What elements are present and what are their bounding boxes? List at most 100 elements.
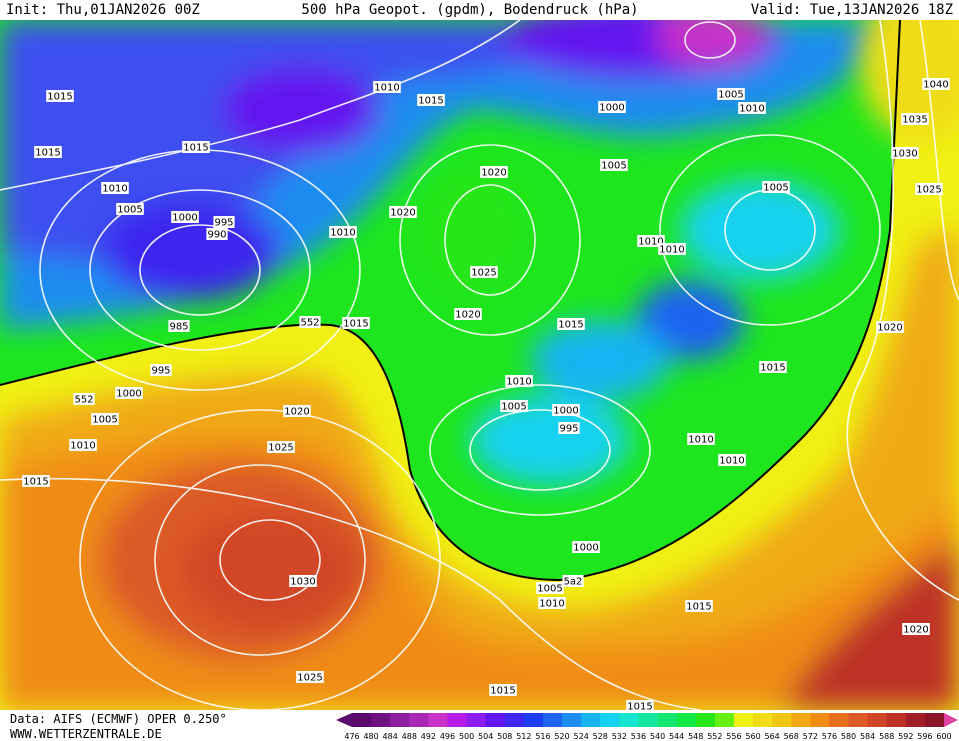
isobar-label: 1015 <box>558 320 583 331</box>
colorbar-swatch <box>371 713 391 727</box>
isobar-label: 1025 <box>297 673 322 684</box>
isobar-label-box <box>289 575 317 587</box>
colorbar-label: 500 <box>459 732 474 741</box>
colorbar-swatch <box>810 713 830 727</box>
colorbar-swatch <box>676 713 697 727</box>
colorbar-label: 504 <box>478 732 493 741</box>
isobar-label-box <box>206 228 228 240</box>
isobar-label-box <box>101 182 129 194</box>
isobar-label: 1020 <box>903 625 928 636</box>
colorbar-swatch <box>695 713 716 727</box>
isobar-label-box <box>538 597 566 609</box>
isobar-label: 1000 <box>599 103 624 114</box>
isobar-label-box <box>762 181 790 193</box>
isobar-label: 1020 <box>455 310 480 321</box>
isobar-label-box <box>171 211 199 223</box>
isobar-labels: 1015 1015 1010 1015 1000 1005 1010 1040 1035 1030… <box>22 78 950 713</box>
colorbar-swatch <box>924 713 945 727</box>
colorbar-swatch <box>829 713 850 727</box>
isobar-label: 1000 <box>116 389 141 400</box>
colorbar-swatch <box>352 713 372 727</box>
isobar-label: 1005 <box>601 161 626 172</box>
isobar-label-box <box>73 393 95 405</box>
isobar-label: 1020 <box>284 407 309 418</box>
isobar-label: 1015 <box>183 143 208 154</box>
isobar-label-box <box>598 101 626 113</box>
isobar-label-box <box>876 321 904 333</box>
isobar-label-box <box>600 159 628 171</box>
isobar-label: 1010 <box>539 599 564 610</box>
isobar-label: 1010 <box>70 441 95 452</box>
field <box>0 20 959 710</box>
isobar-label: 1000 <box>553 406 578 417</box>
isobar-label-box <box>182 141 210 153</box>
colorbar-label: 600 <box>936 732 951 741</box>
colorbar-swatch <box>886 713 907 727</box>
isobar-label-box <box>454 308 482 320</box>
colorbar-swatch <box>791 713 811 727</box>
colorbar-label: 584 <box>860 732 875 741</box>
isobar-label-box <box>417 94 445 106</box>
isobar-label-box <box>557 318 585 330</box>
isobar-label-box <box>150 364 172 376</box>
isobar-label-box <box>687 433 715 445</box>
colorbar-swatch <box>562 713 582 727</box>
isobar-label: 1025 <box>471 268 496 279</box>
colorbar-label: 572 <box>803 732 818 741</box>
colorbar-label: 492 <box>421 732 436 741</box>
isobar-label-box <box>116 203 144 215</box>
isobar-label: 1025 <box>268 443 293 454</box>
isobar-label: 552 <box>74 395 93 406</box>
isobar-label-box <box>902 623 930 635</box>
colorbar-label: 528 <box>593 732 608 741</box>
isobar-label-box <box>480 166 508 178</box>
isobar-label-box <box>572 541 600 553</box>
isobar-label: 1015 <box>35 148 60 159</box>
isobar-label: 1015 <box>686 602 711 613</box>
colorbar-label: 568 <box>784 732 799 741</box>
isobar-label: 1035 <box>902 115 927 126</box>
colorbar-label: 532 <box>612 732 627 741</box>
isobar-label-box <box>69 439 97 451</box>
isobar-label: 1015 <box>760 363 785 374</box>
colorbar-label: 512 <box>516 732 531 741</box>
colorbar-label: 564 <box>764 732 779 741</box>
colorbar-label: 520 <box>554 732 569 741</box>
colorbar-swatch <box>428 713 448 727</box>
colorbar-label: 536 <box>631 732 646 741</box>
isobar-label: 1010 <box>102 184 127 195</box>
isobar-label-box <box>373 81 401 93</box>
isobar-label: 1030 <box>892 149 917 160</box>
colorbar-swatch <box>619 713 639 727</box>
isobar-label: 1010 <box>688 435 713 446</box>
isobar-label: 1005 <box>537 584 562 595</box>
colorbar-arrow-right <box>944 713 958 727</box>
isobar-label: 1005 <box>501 402 526 413</box>
colorbar-label: 548 <box>688 732 703 741</box>
isobar-label-box <box>470 266 498 278</box>
colorbar-swatch <box>905 713 926 727</box>
data-source: Data: AIFS (ECMWF) OPER 0.250° <box>10 712 227 726</box>
header-bar <box>0 0 959 20</box>
isobar-label-box <box>283 405 311 417</box>
isobar-label-box <box>213 216 235 228</box>
colorbar-swatch <box>523 713 544 727</box>
colorbar-swatch <box>504 713 525 727</box>
colorbar-label: 508 <box>497 732 512 741</box>
colorbar-swatch <box>581 713 601 727</box>
isobar-label: 1010 <box>638 237 663 248</box>
isobar-label: 1000 <box>573 543 598 554</box>
colorbar-swatch <box>390 713 410 727</box>
isobar-label: 1030 <box>290 577 315 588</box>
isobar-label: 1015 <box>23 477 48 488</box>
isobar-label-box <box>915 183 943 195</box>
colorbar-label: 476 <box>344 732 359 741</box>
colorbar-swatch <box>447 713 468 727</box>
isobar-label: 552 <box>300 318 319 329</box>
isobar-label: 1010 <box>330 228 355 239</box>
colorbar-label: 484 <box>383 732 398 741</box>
isobar-label: 1020 <box>390 208 415 219</box>
colorbar-label: 560 <box>745 732 760 741</box>
isobar-label-box <box>637 235 665 247</box>
